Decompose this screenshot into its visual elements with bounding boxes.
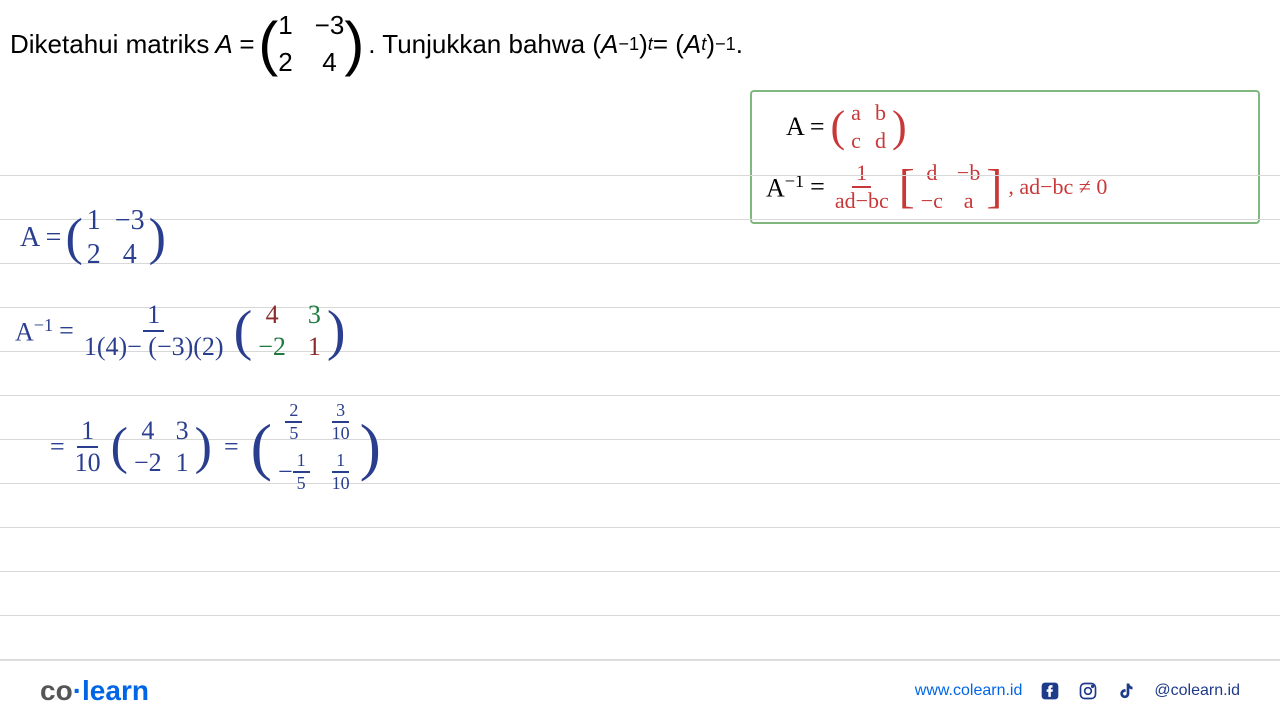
footer-url[interactable]: www.colearn.id [915,682,1023,700]
a-eq: A = [215,29,254,60]
logo: co·learn [40,675,149,707]
text: Diketahui matriks [10,29,209,60]
instagram-icon[interactable] [1078,681,1098,701]
text: . Tunjukkan bahwa ( [368,29,601,60]
tiktok-icon[interactable] [1116,681,1136,701]
problem-statement: Diketahui matriks A = ( 1 −3 2 4 ) . Tun… [10,10,1270,78]
work-line-2: A−1 = 1 1(4)− (−3)(2) ( 4 3 −2 1 ) [15,300,346,362]
matrix-A: ( 1 −3 2 4 ) [258,10,364,78]
work-line-1: A = ( 1 −3 2 4 ) [20,205,166,271]
facebook-icon[interactable] [1040,681,1060,701]
footer: co·learn www.colearn.id @colearn.id [0,660,1280,720]
footer-handle[interactable]: @colearn.id [1154,682,1240,700]
work-line-3: = 1 10 ( 4 3 −2 1 ) = ( 2 5 3 10 − 1 5 1… [50,400,381,494]
